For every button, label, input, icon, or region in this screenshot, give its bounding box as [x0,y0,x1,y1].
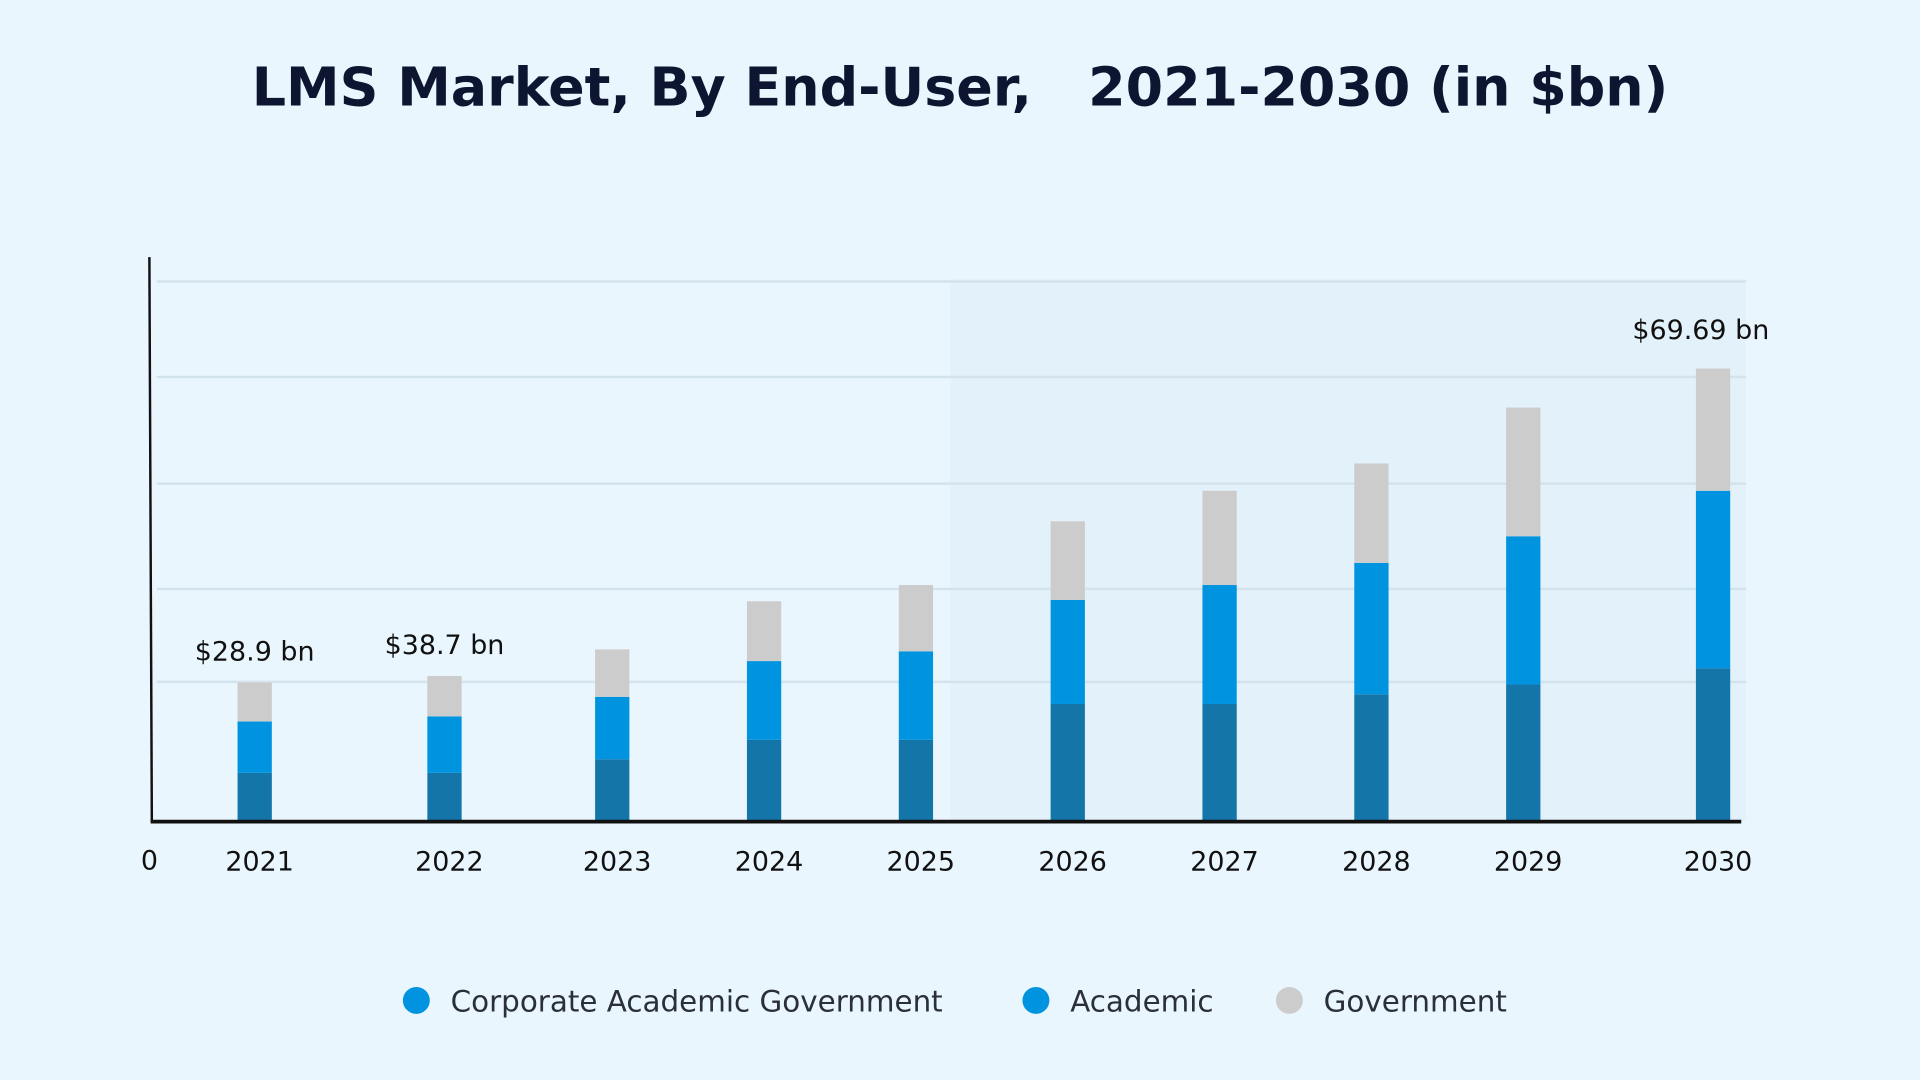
bar-government-2029 [1506,407,1541,537]
bar-corporate-2027 [1202,703,1237,822]
bar-corporate-2026 [1050,703,1085,822]
bar-corporate-2021 [237,772,272,822]
bar-academic-2027 [1202,585,1237,704]
legend-label: Government [1324,984,1507,1018]
x-tick-label-2027: 2027 [1190,847,1259,878]
x-tick-labels: 2021 2022 2023 2024 2025 2026 2027 2028 2029 2030 [225,847,1752,878]
y-tick-label-0: 0 [141,845,158,876]
legend-marker-icon [1022,986,1050,1014]
data-labels: $28.9 bn $38.7 bn $69.69 bn [195,315,1769,667]
bar-academic-2026 [1050,599,1085,704]
bar-corporate-2029 [1506,684,1541,822]
x-tick-label-2030: 2030 [1684,847,1753,878]
bar-government-2030 [1695,368,1731,491]
bar-government-2026 [1050,521,1085,600]
x-tick-label-2024: 2024 [735,847,804,878]
x-tick-label-2029: 2029 [1494,847,1563,878]
bar-government-2025 [898,585,934,652]
legend-label: Academic [1070,984,1213,1018]
legend: Corporate Academic Government Academic Gov… [402,984,1507,1018]
bar-government-2024 [746,601,782,662]
bar-academic-2028 [1354,562,1389,695]
bars [237,368,1731,822]
bar-government-2021 [237,682,272,722]
bar-government-2028 [1354,463,1389,563]
bar-academic-2021 [237,721,272,773]
chart-title: LMS Market, By End-User, 2021-2030 (in $… [252,55,1669,118]
data-label-2021: $28.9 bn [195,636,315,667]
bar-corporate-2025 [898,739,934,822]
data-label-2030: $69.69 bn [1632,315,1769,346]
x-tick-label-2023: 2023 [583,847,652,878]
bar-government-2022 [427,676,462,717]
bar-government-2023 [595,649,630,697]
bar-corporate-2024 [746,739,782,822]
legend-marker-icon [1275,986,1303,1014]
x-tick-label-2028: 2028 [1342,847,1411,878]
y-axis [148,257,154,822]
legend-marker-icon [402,986,430,1014]
x-tick-label-2021: 2021 [225,847,294,878]
x-tick-label-2026: 2026 [1038,847,1107,878]
data-label-2022: $38.7 bn [385,630,505,661]
legend-label: Corporate Academic Government [451,984,943,1018]
bar-academic-2022 [427,716,462,773]
bar-corporate-2022 [427,772,462,822]
bar-academic-2030 [1695,490,1731,669]
gridlines [156,280,1747,684]
bar-corporate-2028 [1354,694,1389,822]
bar-academic-2024 [746,661,782,740]
bar-corporate-2030 [1695,668,1731,822]
bar-academic-2025 [898,651,934,740]
bar-corporate-2023 [595,759,630,822]
x-tick-label-2025: 2025 [887,847,956,878]
bar-academic-2023 [595,696,630,760]
bar-government-2027 [1202,490,1237,586]
x-tick-label-2022: 2022 [415,847,484,878]
bar-academic-2029 [1506,536,1541,685]
